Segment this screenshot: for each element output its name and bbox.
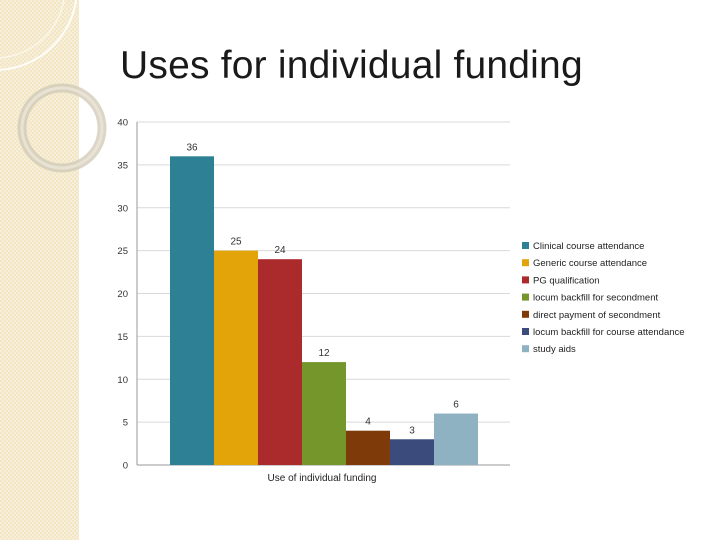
bar-value-label: 6: [453, 400, 459, 411]
slide-title: Uses for individual funding: [120, 44, 583, 87]
legend-label: study aids: [533, 344, 576, 355]
bar: [214, 250, 258, 465]
legend-swatch: [522, 242, 529, 249]
legend-label: locum backfill for secondment: [533, 293, 658, 304]
y-tick-label: 40: [117, 118, 128, 129]
legend-swatch: [522, 345, 529, 353]
y-tick-label: 25: [117, 246, 128, 257]
bar-value-label: 36: [186, 142, 198, 153]
chart-bars: [170, 156, 478, 466]
bar: [390, 439, 434, 465]
legend-swatch: [522, 310, 529, 318]
y-tick-label: 5: [123, 418, 128, 429]
bar-value-label: 24: [274, 245, 286, 256]
y-tick-label: 20: [117, 289, 128, 300]
legend-label: Clinical course attendance: [533, 241, 644, 252]
legend-label: PG qualification: [533, 275, 600, 286]
legend-swatch: [522, 293, 529, 301]
bar-value-label: 4: [365, 417, 371, 428]
legend-swatch: [522, 259, 529, 267]
y-tick-label: 10: [117, 375, 128, 386]
legend-label: locum backfill for course attendance: [533, 327, 685, 338]
x-axis-label: Use of individual funding: [268, 473, 377, 484]
bar-value-label: 12: [318, 348, 330, 359]
y-tick-label: 35: [117, 160, 128, 171]
bar: [302, 362, 346, 465]
legend-swatch: [522, 276, 529, 284]
chart-legend: Clinical course attendance Generic course…: [522, 241, 685, 355]
bar: [170, 156, 214, 466]
bar: [346, 430, 390, 465]
legend-swatch: [522, 328, 529, 335]
y-axis-ticks: 0 5 10 15 20 25 30 35 40: [117, 118, 128, 472]
bar-value-label: 3: [409, 425, 415, 436]
bar: [434, 413, 478, 465]
bar-value-label: 25: [230, 237, 242, 248]
y-tick-label: 15: [117, 332, 128, 343]
legend-label: direct payment of secondment: [533, 310, 661, 321]
y-tick-label: 0: [123, 461, 128, 472]
bar: [258, 259, 302, 465]
legend-label: Generic course attendance: [533, 258, 647, 269]
decorative-rings: [0, 0, 107, 173]
y-tick-label: 30: [117, 203, 128, 214]
